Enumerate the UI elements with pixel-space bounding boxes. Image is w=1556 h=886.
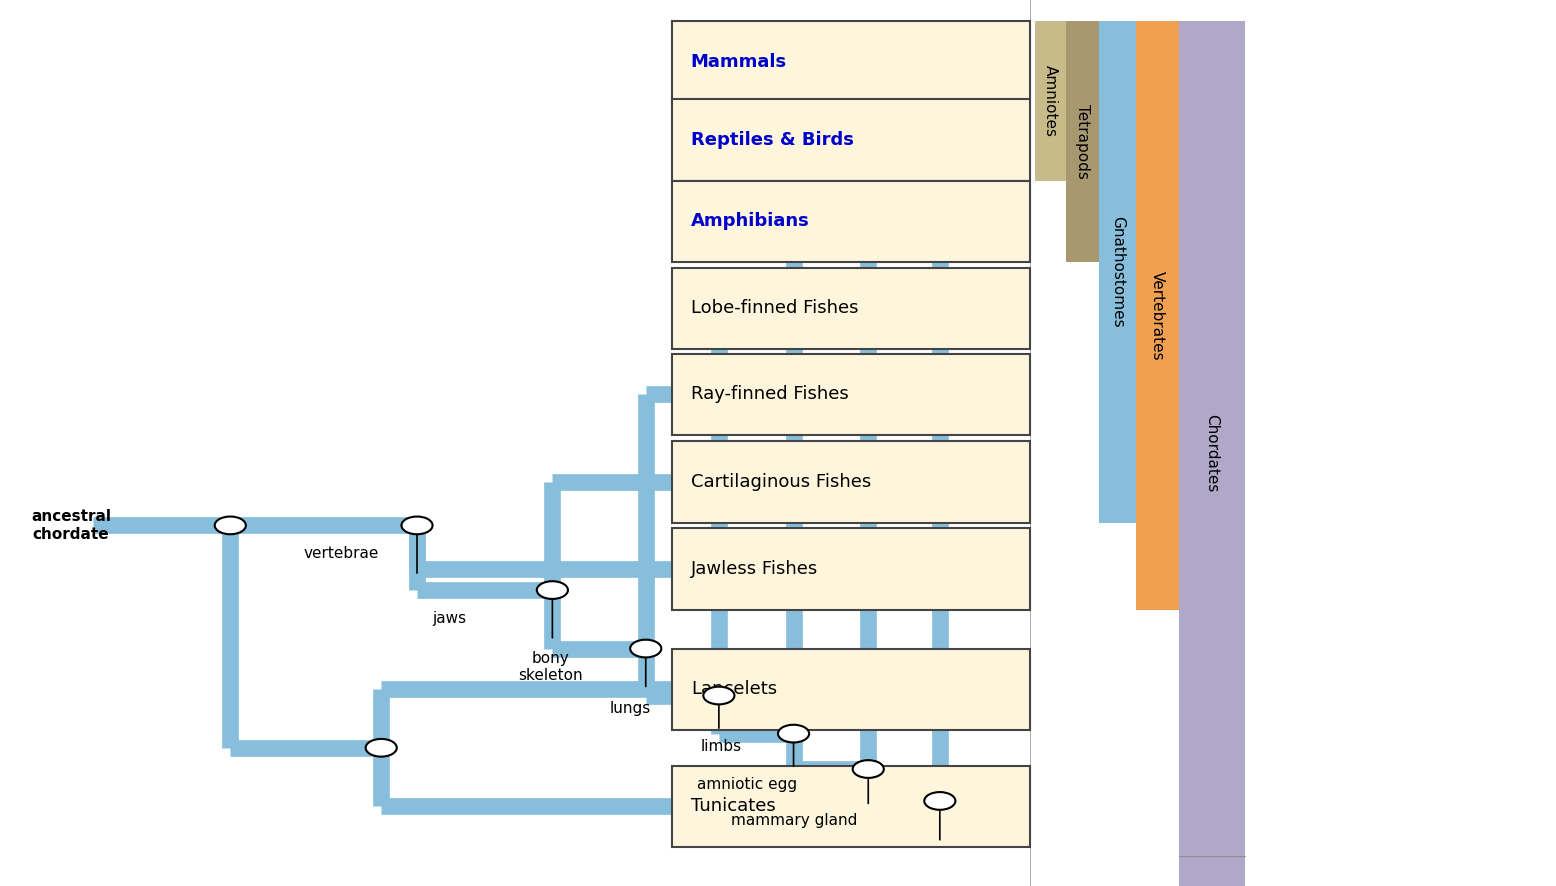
Text: Chordates: Chordates <box>1204 415 1220 493</box>
Bar <box>1035 21 1066 181</box>
Bar <box>672 441 1030 523</box>
Text: Lobe-finned Fishes: Lobe-finned Fishes <box>691 299 859 317</box>
Text: Gnathostomes: Gnathostomes <box>1109 216 1125 328</box>
Bar <box>672 354 1030 435</box>
Text: Lancelets: Lancelets <box>691 680 776 698</box>
Text: Mammals: Mammals <box>691 53 787 71</box>
Text: Vertebrates: Vertebrates <box>1150 270 1165 361</box>
Text: limbs: limbs <box>700 740 741 754</box>
Bar <box>1179 21 1245 886</box>
Text: Tunicates: Tunicates <box>691 797 775 815</box>
Text: ancestral
chordate: ancestral chordate <box>31 509 110 541</box>
Bar <box>672 649 1030 730</box>
Circle shape <box>537 581 568 599</box>
Circle shape <box>703 687 734 704</box>
Bar <box>1136 21 1179 610</box>
Bar <box>1099 21 1136 523</box>
Bar <box>672 766 1030 847</box>
Text: lungs: lungs <box>610 702 652 716</box>
Text: mammary gland: mammary gland <box>731 813 857 828</box>
Bar <box>672 268 1030 349</box>
Circle shape <box>853 760 884 778</box>
Text: amniotic egg: amniotic egg <box>697 777 797 791</box>
Text: Tetrapods: Tetrapods <box>1075 105 1089 179</box>
Text: Reptiles & Birds: Reptiles & Birds <box>691 131 854 149</box>
Circle shape <box>366 739 397 757</box>
Circle shape <box>401 517 433 534</box>
Text: Jawless Fishes: Jawless Fishes <box>691 560 818 578</box>
Text: bony
skeleton: bony skeleton <box>518 651 584 683</box>
Circle shape <box>924 792 955 810</box>
Text: jaws: jaws <box>433 611 467 626</box>
Circle shape <box>215 517 246 534</box>
Bar <box>672 21 1030 103</box>
Text: vertebrae: vertebrae <box>303 547 378 561</box>
Bar <box>672 528 1030 610</box>
Bar <box>1066 21 1099 262</box>
Text: Amphibians: Amphibians <box>691 213 809 230</box>
Text: Ray-finned Fishes: Ray-finned Fishes <box>691 385 848 403</box>
Circle shape <box>778 725 809 742</box>
Circle shape <box>630 640 661 657</box>
Text: Cartilaginous Fishes: Cartilaginous Fishes <box>691 473 871 491</box>
Bar <box>672 181 1030 262</box>
Text: Amniotes: Amniotes <box>1043 65 1058 137</box>
Bar <box>672 99 1030 181</box>
